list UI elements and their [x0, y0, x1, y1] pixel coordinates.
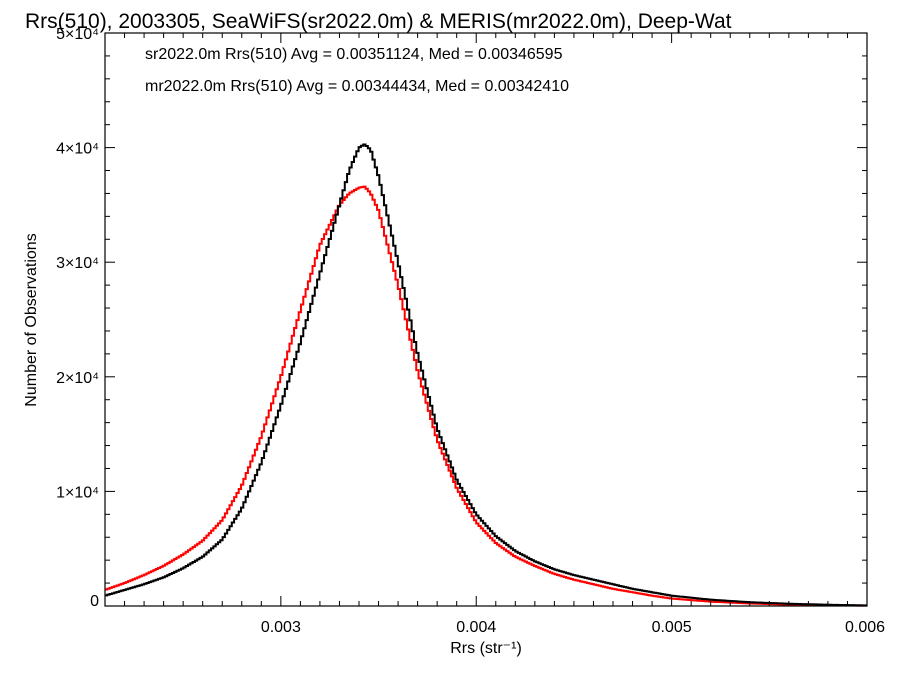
chart-title: Rrs(510), 2003305, SeaWiFS(sr2022.0m) & … — [25, 10, 732, 33]
series-line-1 — [105, 185, 867, 607]
stats-annotation-mr: mr2022.0m Rrs(510) Avg = 0.00344434, Med… — [145, 78, 569, 95]
y-tick-label: 4×10⁴ — [56, 141, 99, 158]
series-layer — [105, 143, 867, 607]
y-axis-label: Number of Observations — [23, 233, 40, 406]
x-axis-label: Rrs (str⁻¹) — [450, 640, 522, 657]
y-tick-label: 3×10⁴ — [56, 255, 99, 272]
series-line-0 — [105, 143, 867, 607]
y-tick-label: 0 — [90, 593, 99, 610]
x-tick-label: 0.004 — [456, 619, 496, 636]
axis-ticks: 0.003 0.004 0.005 0.006 0 1×10⁴ 2×10⁴ 3×10⁴ 4×10… — [56, 26, 885, 636]
y-tick-label: 2×10⁴ — [56, 370, 99, 387]
y-tick-label: 5×10⁴ — [56, 26, 99, 43]
plot-frame — [104, 32, 868, 607]
x-tick-label: 0.006 — [845, 619, 885, 636]
x-tick-label: 0.005 — [652, 619, 692, 636]
y-tick-label: 1×10⁴ — [56, 484, 99, 501]
x-tick-label: 0.003 — [261, 619, 301, 636]
stats-annotation-sr: sr2022.0m Rrs(510) Avg = 0.00351124, Med… — [145, 46, 563, 63]
